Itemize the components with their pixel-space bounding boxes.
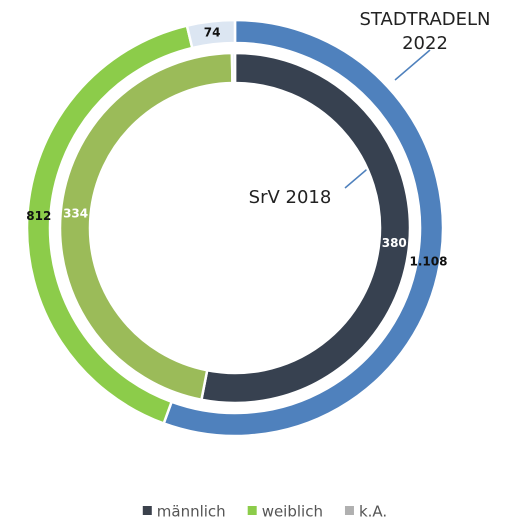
data-label: 812 xyxy=(26,209,51,223)
legend-swatch xyxy=(247,506,257,515)
data-label: 74 xyxy=(204,25,221,39)
legend-swatch xyxy=(142,506,152,515)
data-label: 1.108 xyxy=(410,255,448,269)
legend: männlich weiblich k.A. xyxy=(142,503,387,521)
data-label: 380 xyxy=(382,236,407,250)
data-label: 334 xyxy=(63,206,88,220)
donut xyxy=(25,18,445,438)
donut-segment xyxy=(185,18,237,50)
ring-name-inner: SrV 2018 xyxy=(249,187,332,208)
legend-label: k.A. xyxy=(359,503,387,521)
legend-swatch xyxy=(344,506,354,515)
donut-segment xyxy=(230,51,237,85)
ring-name-outer: STADTRADELN 2022 xyxy=(359,9,490,54)
leader-line xyxy=(394,49,431,81)
legend-label: männlich xyxy=(157,503,226,521)
legend-label: weiblich xyxy=(262,503,323,521)
